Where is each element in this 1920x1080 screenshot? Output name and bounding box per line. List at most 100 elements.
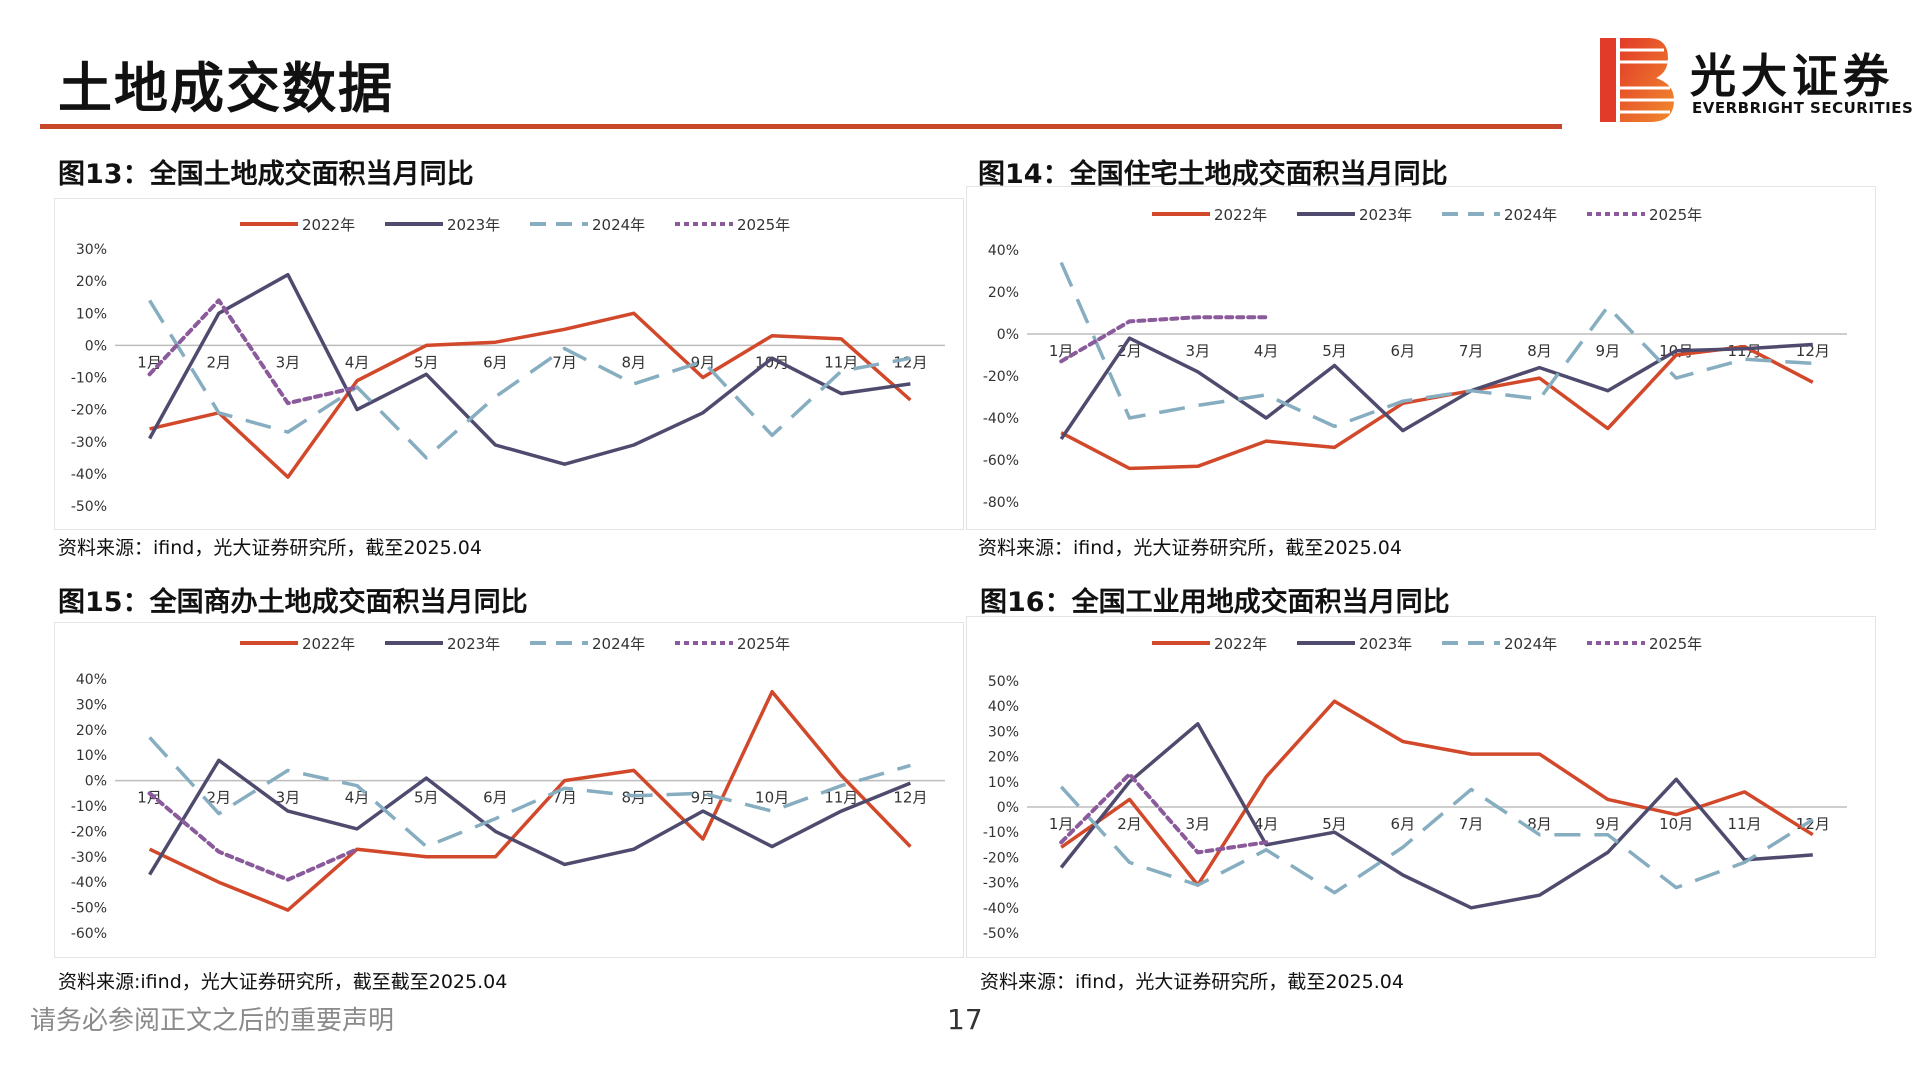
x-tick-label: 6月: [483, 789, 508, 807]
y-tick-label: 10%: [76, 306, 107, 322]
y-tick-label: -80%: [983, 495, 1019, 511]
legend-label: 2024年: [592, 216, 645, 234]
y-tick-label: 40%: [988, 699, 1019, 715]
y-tick-label: -20%: [71, 824, 107, 840]
series-line-2023年: [1059, 722, 1813, 910]
x-tick-label: 8月: [1527, 815, 1552, 833]
y-tick-label: -30%: [983, 876, 1019, 892]
series-line-2023年: [1059, 336, 1813, 440]
x-tick-label: 9月: [1596, 342, 1621, 360]
y-tick-label: 0%: [85, 338, 107, 354]
y-tick-label: -40%: [71, 875, 107, 891]
legend-label: 2022年: [1214, 635, 1267, 653]
x-tick-label: 3月: [276, 789, 301, 807]
logo-name-en: EVERBRIGHT SECURITIES: [1692, 99, 1914, 117]
x-tick-label: 10月: [755, 789, 789, 807]
y-tick-label: -20%: [983, 850, 1019, 866]
series-line-2025年: [1059, 315, 1269, 364]
figure-14-svg: 2022年 2023年 2024年 2025年 40% 20% 0% -20% -40% -60%…: [983, 206, 1847, 511]
series-line-2023年: [148, 758, 912, 876]
legend-label: 2023年: [447, 216, 500, 234]
figure-15-title: 图15：全国商办土地成交面积当月同比: [58, 587, 528, 618]
x-tick-label: 5月: [1322, 815, 1347, 833]
y-tick-label: 0%: [85, 774, 107, 790]
x-tick-label: 9月: [1596, 815, 1621, 833]
y-tick-label: -40%: [983, 901, 1019, 917]
y-tick-label: -20%: [983, 369, 1019, 385]
figure-16-title: 图16：全国工业用地成交面积当月同比: [980, 587, 1450, 618]
x-tick-label: 7月: [1459, 342, 1484, 360]
x-tick-label: 12月: [1796, 815, 1830, 833]
legend-label: 2022年: [302, 635, 355, 653]
y-tick-label: -60%: [983, 453, 1019, 469]
x-tick-label: 7月: [1459, 815, 1484, 833]
y-tick-label: -50%: [983, 926, 1019, 942]
page-title: 土地成交数据: [58, 57, 394, 120]
x-tick-label: 8月: [1527, 342, 1552, 360]
series-line-2024年: [148, 299, 911, 460]
y-tick-label: 0%: [997, 800, 1019, 816]
legend-label: 2023年: [1359, 206, 1412, 224]
logo-name-cn: 光大证券: [1690, 49, 1894, 103]
figure-13-svg: 2022年 2023年 2024年 2025年 30% 20% 10% 0% -10% -20% -…: [71, 216, 945, 515]
y-tick-label: -10%: [983, 825, 1019, 841]
figure-16-svg: 2022年 2023年 2024年 2025年 50% 40% 30% 20% 10% 0% -10…: [983, 635, 1847, 942]
x-tick-label: 7月: [552, 789, 577, 807]
x-tick-label: 9月: [691, 789, 716, 807]
x-tick-label: 8月: [621, 789, 646, 807]
page-number: 17: [947, 1003, 983, 1036]
title-divider: [40, 124, 1562, 129]
legend-label: 2023年: [447, 635, 500, 653]
y-tick-label: 20%: [988, 285, 1019, 301]
x-tick-label: 5月: [414, 353, 439, 371]
y-tick-label: 20%: [988, 750, 1019, 766]
x-tick-label: 11月: [824, 353, 858, 371]
x-tick-label: 2月: [206, 789, 231, 807]
x-tick-label: 8月: [621, 353, 646, 371]
legend-label: 2022年: [1214, 206, 1267, 224]
legend-label: 2025年: [737, 216, 790, 234]
y-tick-label: -50%: [71, 901, 107, 917]
figure-13-chart: 2022年 2023年 2024年 2025年 30% 20% 10% 0% -10% -20% -…: [54, 198, 964, 530]
series-line-2022年: [1060, 344, 1814, 471]
y-tick-label: -50%: [71, 499, 107, 515]
x-tick-label: 10月: [1659, 815, 1693, 833]
y-tick-label: -40%: [71, 467, 107, 483]
x-tick-label: 5月: [1322, 342, 1347, 360]
x-tick-label: 6月: [1391, 342, 1416, 360]
legend-label: 2023年: [1359, 635, 1412, 653]
y-tick-label: 50%: [988, 674, 1019, 690]
x-tick-label: 11月: [1727, 815, 1761, 833]
x-tick-label: 1月: [137, 789, 162, 807]
figure-14-source: 资料来源：ifind，光大证券研究所，截至2025.04: [978, 537, 1402, 559]
x-tick-label: 2月: [206, 353, 231, 371]
x-tick-label: 6月: [1391, 815, 1416, 833]
legend-label: 2024年: [1504, 635, 1557, 653]
series-line-2025年: [147, 791, 360, 882]
y-tick-label: 10%: [76, 748, 107, 764]
y-tick-label: 40%: [988, 243, 1019, 259]
series-line-2023年: [148, 272, 911, 466]
x-tick-label: 1月: [1049, 342, 1074, 360]
figure-15-svg: 2022年 2023年 2024年 2025年 40% 30% 20% 10% 0% -10% -2…: [71, 635, 945, 942]
legend-label: 2025年: [737, 635, 790, 653]
figure-14-title: 图14：全国住宅土地成交面积当月同比: [978, 159, 1448, 190]
figure-13-title: 图13：全国土地成交面积当月同比: [58, 159, 474, 190]
figure-16-source: 资料来源：ifind，光大证券研究所，截至2025.04: [980, 971, 1404, 993]
y-tick-label: -30%: [71, 850, 107, 866]
x-tick-label: 4月: [345, 353, 370, 371]
x-tick-label: 1月: [1049, 815, 1074, 833]
everbright-logo: 光大证券 EVERBRIGHT SECURITIES: [1598, 36, 1913, 126]
legend-label: 2024年: [592, 635, 645, 653]
x-tick-label: 3月: [1186, 342, 1211, 360]
disclaimer-text: 请务必参阅正文之后的重要声明: [30, 1006, 395, 1036]
y-tick-label: 30%: [76, 242, 107, 258]
y-tick-label: -10%: [71, 799, 107, 815]
figure-15-chart: 2022年 2023年 2024年 2025年 40% 30% 20% 10% 0% -10% -2…: [54, 622, 964, 958]
series-line-2024年: [148, 736, 911, 849]
legend-label: 2022年: [302, 216, 355, 234]
figure-14-chart: 2022年 2023年 2024年 2025年 40% 20% 0% -20% -40% -60%…: [966, 186, 1876, 530]
x-tick-label: 4月: [1254, 342, 1279, 360]
y-tick-label: 20%: [76, 723, 107, 739]
y-tick-label: 40%: [76, 672, 107, 688]
